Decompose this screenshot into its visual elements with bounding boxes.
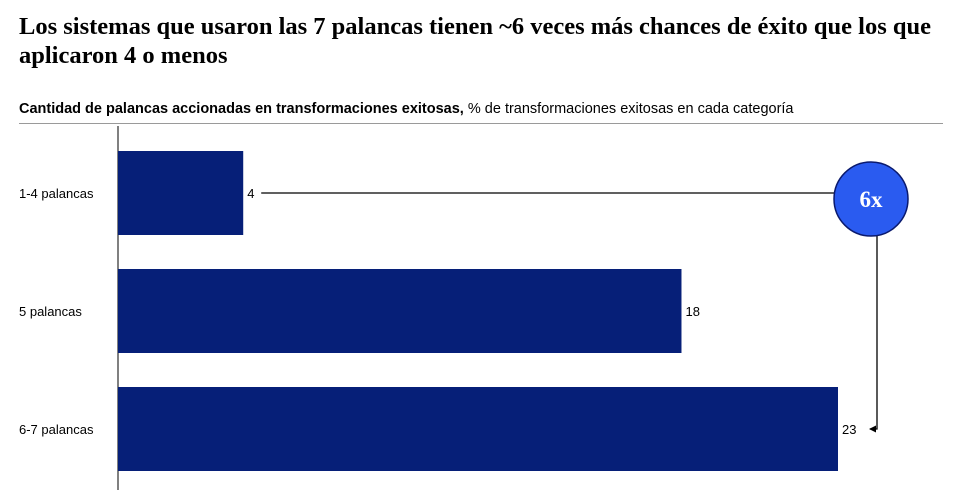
chart-title: Los sistemas que usaron las 7 palancas t…: [19, 13, 932, 69]
bar-2: [118, 269, 682, 353]
value-label-1: 4: [247, 186, 254, 201]
bar-1: [118, 151, 244, 235]
chart-subtitle: Cantidad de palancas accionadas en trans…: [19, 100, 949, 118]
category-label-3: 6-7 palancas: [19, 422, 94, 437]
value-label-2: 18: [685, 304, 699, 319]
multiplier-badge-label: 6x: [860, 187, 884, 212]
multiplier-badge: [833, 161, 909, 237]
category-label-1: 1-4 palancas: [19, 186, 94, 201]
subtitle-bold: Cantidad de palancas accionadas en trans…: [19, 101, 464, 117]
value-label-3: 23: [842, 422, 856, 437]
header-divider: [19, 123, 943, 124]
connector-arrow: [869, 236, 878, 433]
category-label-2: 5 palancas: [19, 304, 82, 319]
subtitle-regular: % de transformaciones exitosas en cada c…: [463, 101, 794, 117]
bar-3: [118, 387, 838, 471]
